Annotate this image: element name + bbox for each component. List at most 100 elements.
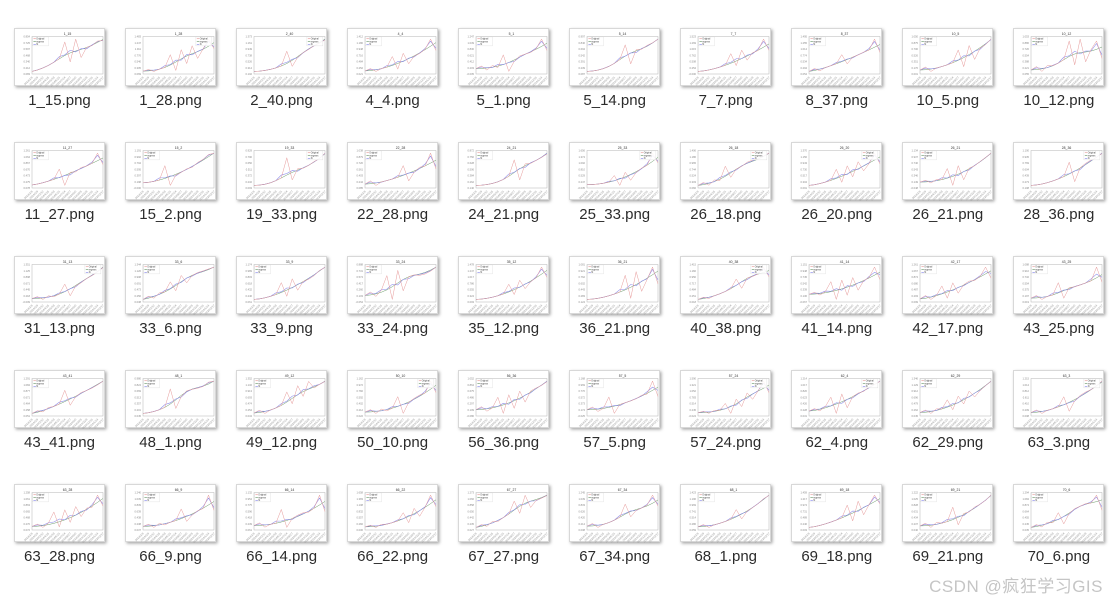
svg-text:Original: Original	[480, 265, 488, 268]
svg-text:0.244: 0.244	[357, 180, 364, 184]
svg-text:Original: Original	[814, 494, 822, 497]
svg-text:41_14: 41_14	[840, 260, 850, 264]
svg-text:regress: regress	[311, 40, 320, 43]
svg-text:Original: Original	[1088, 151, 1096, 154]
svg-text:regress: regress	[147, 154, 156, 157]
svg-text:63_28: 63_28	[63, 488, 73, 492]
svg-text:Original: Original	[36, 494, 44, 497]
svg-text:0.574: 0.574	[357, 275, 364, 279]
svg-text:43_25: 43_25	[1062, 260, 1072, 264]
svg-text:0.351: 0.351	[912, 59, 919, 63]
svg-text:1.129: 1.129	[912, 383, 919, 387]
svg-text:33_9: 33_9	[286, 260, 294, 264]
svg-text:0.628: 0.628	[468, 161, 475, 165]
svg-text:0.700: 0.700	[912, 47, 919, 51]
svg-text:4_4: 4_4	[398, 32, 404, 36]
svg-text:0.357: 0.357	[135, 402, 142, 406]
svg-text:0.239: 0.239	[579, 66, 586, 70]
svg-text:1.255: 1.255	[801, 41, 808, 45]
svg-text:0.508: 0.508	[690, 59, 697, 63]
svg-text:Original: Original	[36, 151, 44, 154]
svg-text:0.832: 0.832	[357, 510, 364, 514]
svg-text:0.473: 0.473	[24, 173, 31, 177]
svg-text:0.487: 0.487	[912, 288, 919, 292]
svg-text:0.391: 0.391	[579, 59, 586, 63]
svg-text:0.912: 0.912	[912, 389, 919, 393]
svg-text:Original: Original	[925, 37, 933, 40]
svg-text:1.222: 1.222	[912, 491, 919, 495]
svg-text:1.351: 1.351	[24, 263, 31, 267]
svg-text:0.438: 0.438	[135, 516, 142, 520]
svg-text:0.782: 0.782	[357, 389, 364, 393]
svg-text:0.384: 0.384	[468, 173, 475, 177]
svg-text:regress: regress	[591, 40, 600, 43]
svg-text:1.132: 1.132	[246, 491, 253, 495]
svg-text:0.665: 0.665	[24, 510, 31, 514]
svg-text:1.196: 1.196	[690, 497, 697, 501]
svg-text:0.542: 0.542	[801, 281, 808, 285]
svg-text:0.846: 0.846	[579, 41, 586, 45]
svg-text:0.877: 0.877	[24, 389, 31, 393]
svg-text:50_10: 50_10	[396, 374, 406, 378]
svg-text:0.557: 0.557	[357, 516, 364, 520]
svg-text:regress: regress	[925, 40, 934, 43]
svg-text:0.725: 0.725	[24, 41, 31, 45]
svg-text:0.858: 0.858	[468, 503, 475, 507]
svg-text:0.434: 0.434	[912, 516, 919, 520]
svg-text:regress: regress	[480, 382, 489, 385]
svg-text:regress: regress	[258, 382, 267, 385]
svg-text:0.921: 0.921	[579, 269, 586, 273]
svg-text:0.403: 0.403	[357, 173, 364, 177]
svg-text:0.954: 0.954	[246, 497, 253, 501]
svg-text:1.161: 1.161	[246, 41, 253, 45]
svg-text:regress: regress	[591, 496, 600, 499]
svg-text:Original: Original	[755, 380, 763, 383]
svg-text:Original: Original	[369, 37, 377, 40]
svg-text:0.324: 0.324	[468, 294, 475, 298]
svg-text:0.720: 0.720	[1023, 47, 1030, 51]
svg-text:regress: regress	[1088, 382, 1097, 385]
svg-text:26_20: 26_20	[840, 146, 850, 150]
svg-text:1.052: 1.052	[468, 377, 475, 381]
svg-text:0.439: 0.439	[1023, 173, 1030, 177]
svg-text:Original: Original	[703, 37, 711, 40]
svg-text:0.314: 0.314	[246, 66, 253, 70]
svg-text:0.542: 0.542	[579, 53, 586, 57]
svg-text:0.776: 0.776	[135, 53, 142, 57]
svg-text:0.790: 0.790	[246, 155, 253, 159]
svg-text:1.459: 1.459	[801, 491, 808, 495]
svg-text:70_6: 70_6	[1063, 488, 1071, 492]
svg-text:0.479: 0.479	[912, 402, 919, 406]
svg-text:0.203: 0.203	[468, 66, 475, 70]
svg-text:0.948: 0.948	[801, 269, 808, 273]
svg-text:1_28: 1_28	[175, 32, 183, 36]
svg-text:0.731: 0.731	[801, 510, 808, 514]
svg-text:62_29: 62_29	[951, 374, 961, 378]
svg-text:1.053: 1.053	[1023, 34, 1030, 38]
svg-text:0.670: 0.670	[24, 167, 31, 171]
svg-text:1.247: 1.247	[135, 41, 142, 45]
svg-text:0.910: 0.910	[1023, 269, 1030, 273]
svg-text:Original: Original	[1036, 494, 1044, 497]
svg-text:68_1: 68_1	[730, 488, 738, 492]
svg-text:regress: regress	[311, 154, 320, 157]
svg-text:regress: regress	[925, 382, 934, 385]
svg-text:Original: Original	[814, 37, 822, 40]
svg-text:1.156: 1.156	[801, 155, 808, 159]
svg-text:Original: Original	[814, 265, 822, 268]
svg-text:1.352: 1.352	[246, 377, 253, 381]
svg-text:regress: regress	[814, 40, 823, 43]
svg-text:66_14: 66_14	[285, 488, 295, 492]
svg-text:0.410: 0.410	[1023, 402, 1030, 406]
svg-text:31_13: 31_13	[63, 260, 73, 264]
svg-text:1.186: 1.186	[690, 155, 697, 159]
svg-text:0.282: 0.282	[357, 522, 364, 526]
svg-text:0.256: 0.256	[135, 294, 142, 298]
svg-text:0.604: 0.604	[1023, 167, 1030, 171]
svg-text:0.775: 0.775	[246, 503, 253, 507]
svg-text:25_33: 25_33	[618, 146, 628, 150]
svg-text:0.543: 0.543	[912, 167, 919, 171]
svg-text:0.103: 0.103	[357, 294, 364, 298]
svg-text:regress: regress	[644, 154, 653, 157]
svg-text:Original: Original	[369, 494, 377, 497]
